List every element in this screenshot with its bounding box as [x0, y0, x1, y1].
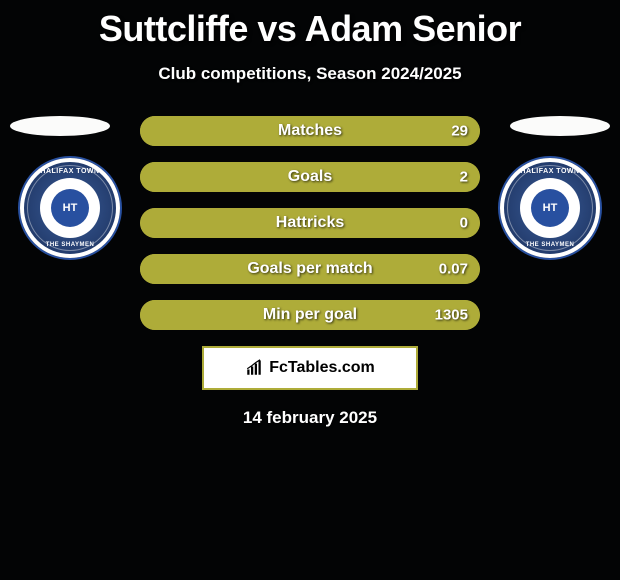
badge-top-text: HALIFAX TOWN: [504, 168, 596, 175]
stat-bar: Matches 29: [140, 116, 480, 146]
page-title: Suttcliffe vs Adam Senior: [0, 0, 620, 50]
subtitle: Club competitions, Season 2024/2025: [0, 64, 620, 84]
bar-value-right: 29: [451, 123, 468, 140]
brand-box: FcTables.com: [202, 346, 418, 390]
club-badge-left: HALIFAX TOWN HT THE SHAYMEN: [20, 158, 120, 258]
bar-value-right: 2: [460, 169, 468, 186]
stat-bar: Min per goal 1305: [140, 300, 480, 330]
stat-bar: Goals 2: [140, 162, 480, 192]
badge-inner: HT: [520, 178, 580, 238]
player-right-ellipse: [510, 116, 610, 136]
badge-inner: HT: [40, 178, 100, 238]
stat-bars: Matches 29 Goals 2 Hattricks 0 Goals per match…: [140, 116, 480, 330]
bar-value-right: 0: [460, 215, 468, 232]
bar-label: Hattricks: [276, 214, 344, 232]
badge-top-text: HALIFAX TOWN: [24, 168, 116, 175]
stat-bar: Hattricks 0: [140, 208, 480, 238]
club-badge-right: HALIFAX TOWN HT THE SHAYMEN: [500, 158, 600, 258]
player-left-ellipse: [10, 116, 110, 136]
stat-bar: Goals per match 0.07: [140, 254, 480, 284]
comparison-content: HALIFAX TOWN HT THE SHAYMEN HALIFAX TOWN…: [0, 116, 620, 428]
bar-label: Goals per match: [247, 260, 372, 278]
badge-bottom-text: THE SHAYMEN: [504, 242, 596, 248]
badge-center: HT: [531, 189, 569, 227]
badge-bottom-text: THE SHAYMEN: [24, 242, 116, 248]
chart-icon: [245, 359, 263, 377]
date-text: 14 february 2025: [0, 408, 620, 428]
bar-value-right: 1305: [435, 307, 468, 324]
brand-text: FcTables.com: [269, 359, 375, 377]
bar-label: Min per goal: [263, 306, 357, 324]
badge-center: HT: [51, 189, 89, 227]
bar-value-right: 0.07: [439, 261, 468, 278]
bar-label: Goals: [288, 168, 332, 186]
bar-label: Matches: [278, 122, 342, 140]
